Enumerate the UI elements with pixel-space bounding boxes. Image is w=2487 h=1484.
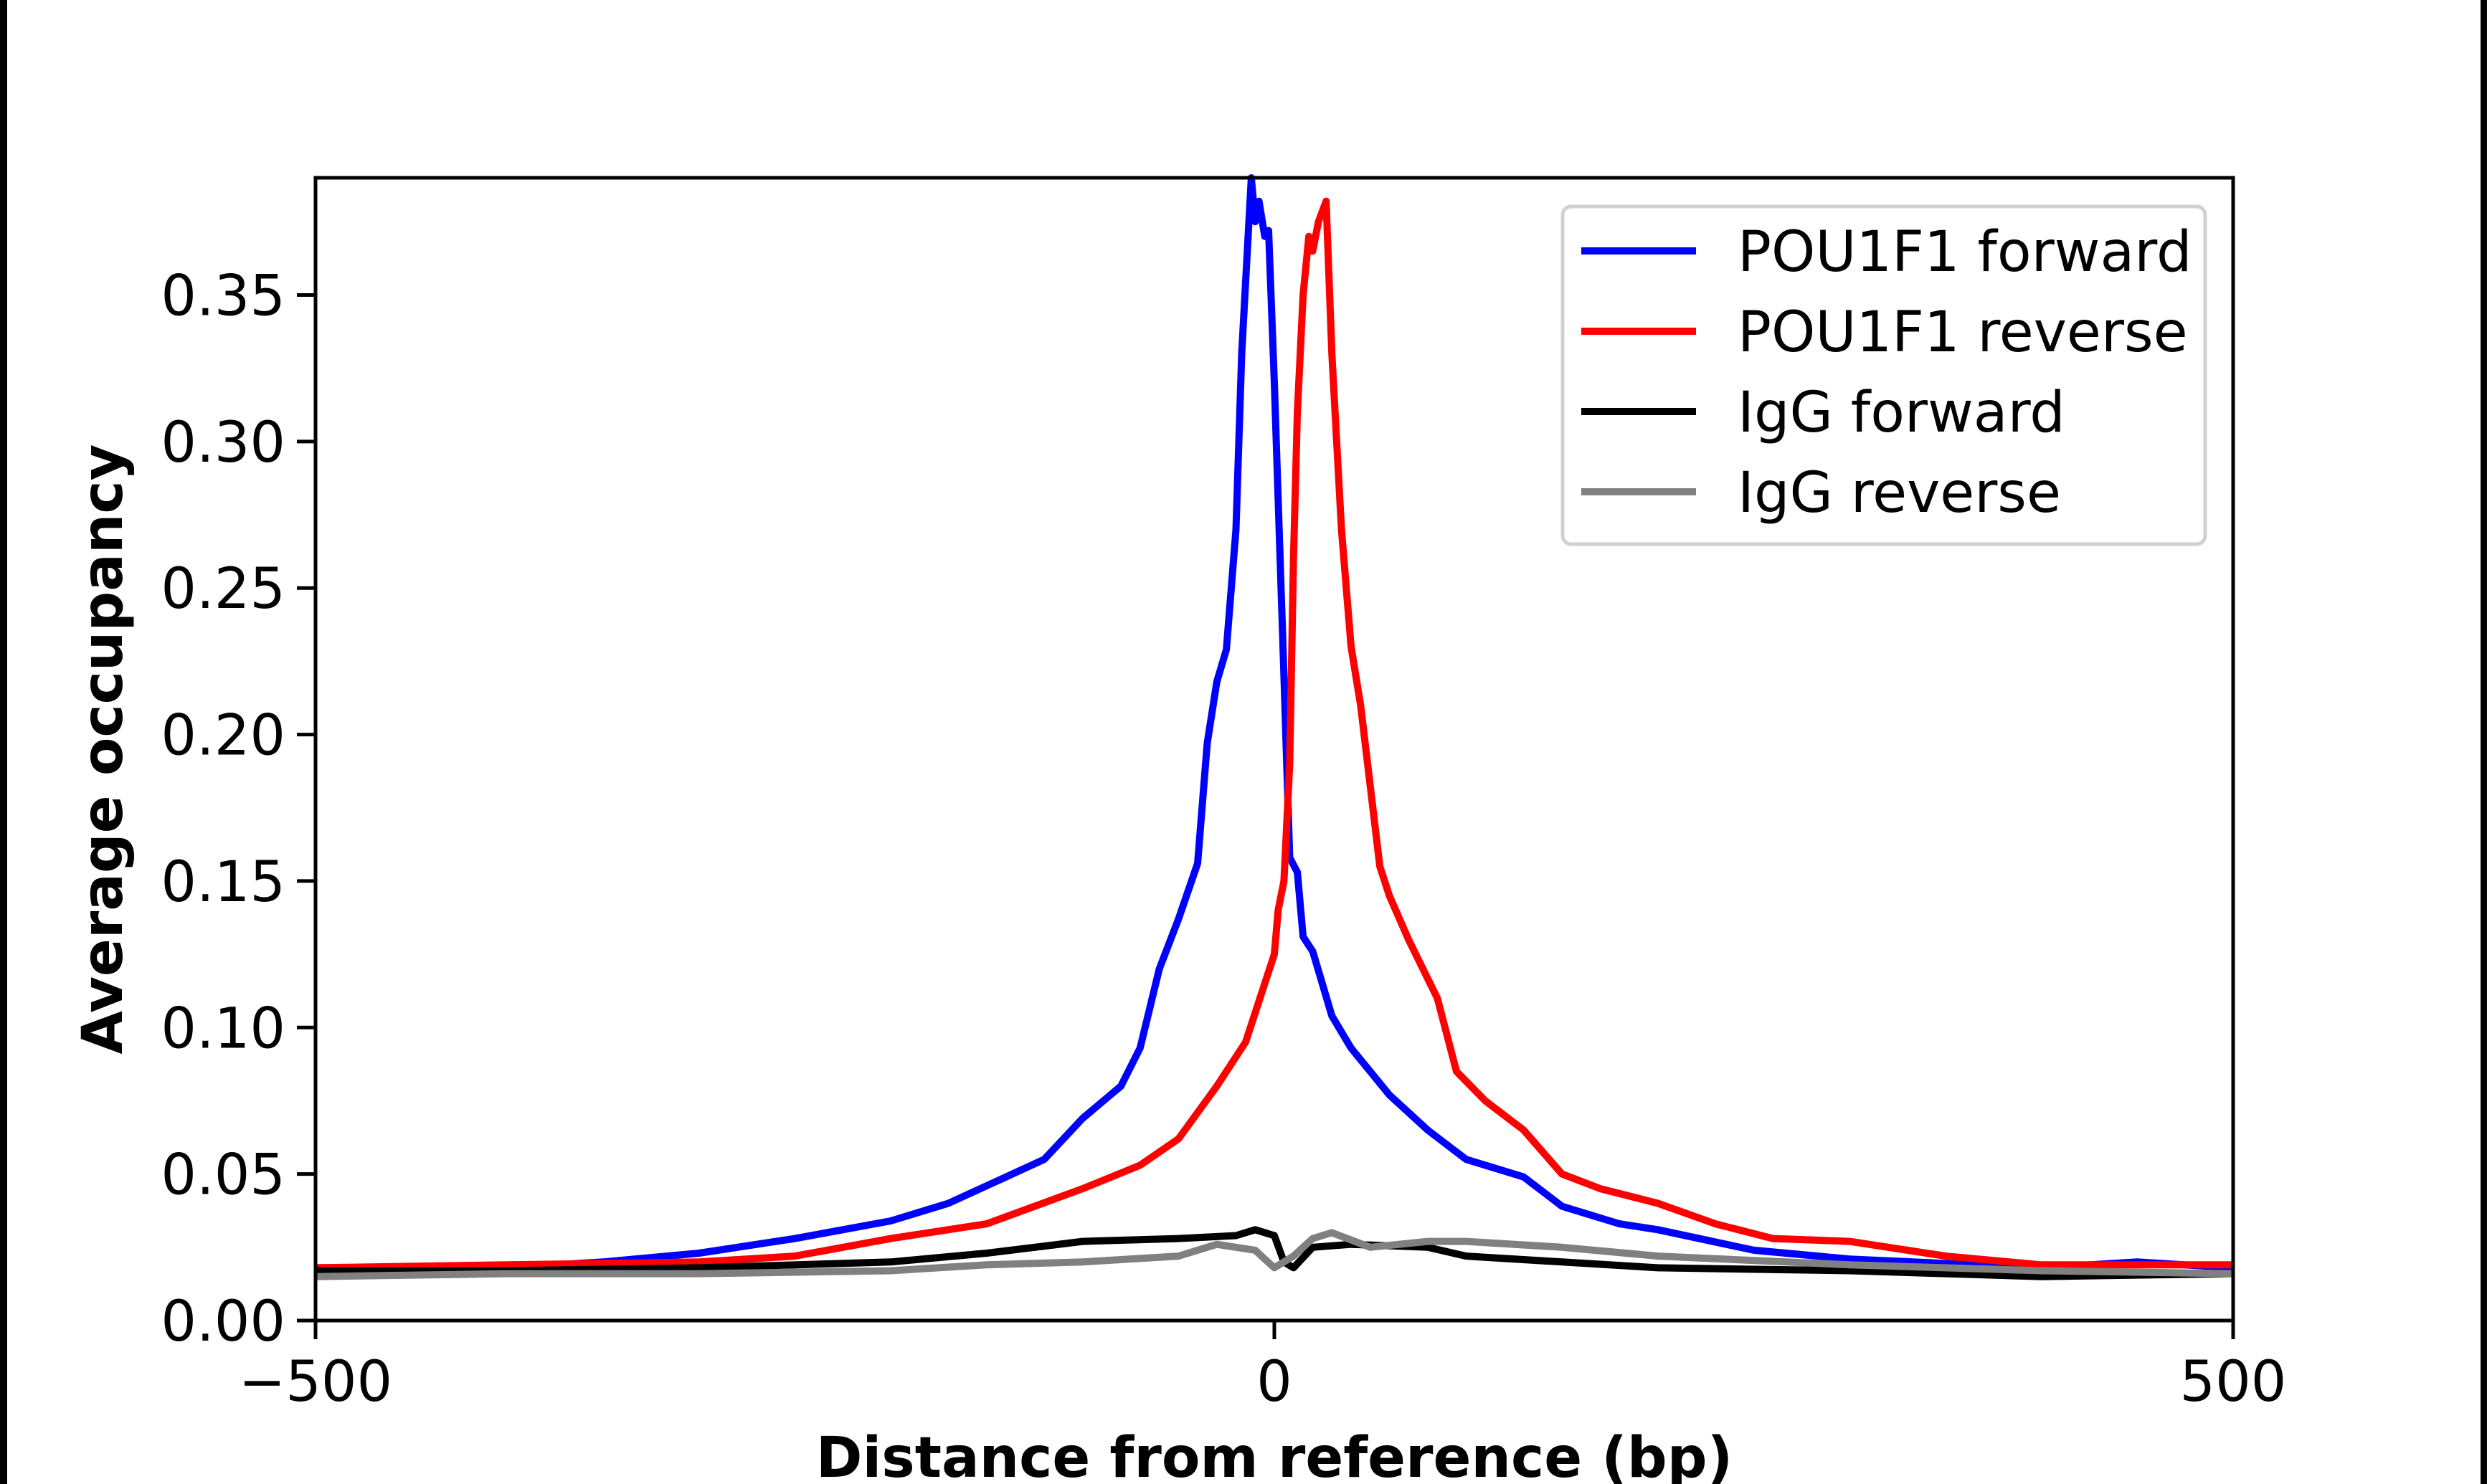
series-line-pou1f1-reverse <box>315 197 2233 1272</box>
y-tick-label: 0.05 <box>161 1143 285 1208</box>
y-tick-label: 0.25 <box>161 557 285 622</box>
y-tick-label: 0.20 <box>161 704 285 769</box>
x-tick-label: −500 <box>239 1350 392 1414</box>
y-tick-label: 0.10 <box>161 997 285 1061</box>
series-line-igg-reverse <box>315 1229 2234 1280</box>
y-tick-label: 0.30 <box>161 411 285 475</box>
right-border <box>2481 0 2487 1484</box>
y-axis-label: Average occupancy <box>71 444 136 1055</box>
legend-label: POU1F1 reverse <box>1738 300 2188 365</box>
y-tick-label: 0.00 <box>161 1290 285 1354</box>
y-tick-label: 0.35 <box>161 264 285 328</box>
left-border <box>0 0 7 1484</box>
x-tick-label: 500 <box>2180 1350 2287 1414</box>
legend-box <box>1560 204 2207 546</box>
series-line-pou1f1-forward <box>316 174 2234 1272</box>
legend-label: POU1F1 forward <box>1738 220 2192 285</box>
series-layer <box>315 174 2234 1280</box>
legend: POU1F1 forward POU1F1 reverse IgG forward I… <box>1560 204 2207 546</box>
y-tick-label: 0.15 <box>161 850 285 915</box>
legend-label: IgG forward <box>1738 381 2065 445</box>
x-tick-label: 0 <box>1256 1350 1292 1414</box>
legend-label: IgG reverse <box>1738 461 2061 525</box>
x-axis-label: Distance from reference (bp) <box>816 1426 1733 1484</box>
ticks-layer: −500 0 500 0.00 0.05 0.10 0.15 0.20 0.25 0.30 0.35 <box>161 264 2286 1414</box>
